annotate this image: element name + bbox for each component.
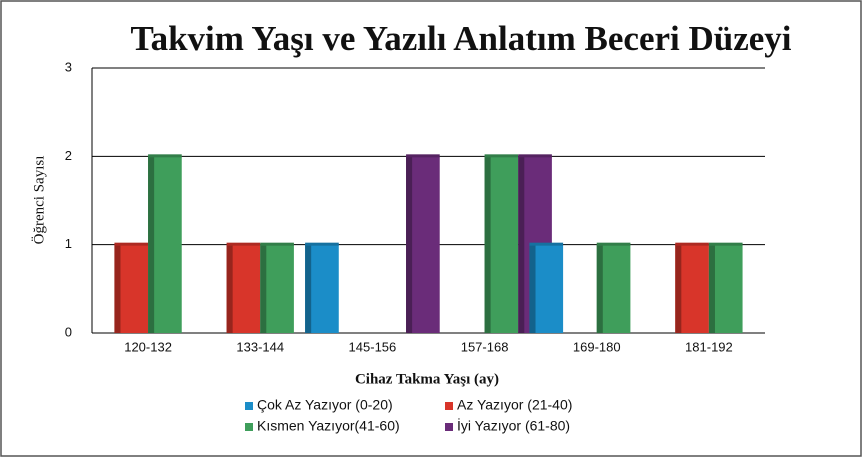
bar-top xyxy=(529,242,564,246)
bar-top xyxy=(114,242,149,246)
bar-side xyxy=(148,156,155,333)
y-axis-label: Öğrenci Sayısı xyxy=(30,156,47,245)
bar xyxy=(114,242,149,333)
bar xyxy=(529,242,564,333)
x-tick-label: 169-180 xyxy=(573,339,621,354)
bar-side xyxy=(226,244,233,333)
legend: Çok Az Yazıyor (0-20) Az Yazıyor (21-40) K… xyxy=(245,397,572,434)
bar xyxy=(305,242,339,333)
bar-top xyxy=(305,242,339,246)
bar xyxy=(596,242,631,333)
bar xyxy=(226,242,261,333)
bar-side xyxy=(406,156,413,333)
bar-side xyxy=(529,244,536,333)
bar xyxy=(406,154,440,333)
bar-side xyxy=(114,244,121,333)
bar-top xyxy=(518,154,552,158)
bar-side xyxy=(596,244,603,333)
bar-top xyxy=(226,242,261,246)
y-tick-label: 3 xyxy=(65,59,72,74)
bar xyxy=(708,242,743,333)
y-tick-label: 2 xyxy=(65,148,72,163)
bar xyxy=(484,154,519,333)
bar-top xyxy=(675,242,709,246)
x-tick-label: 157-168 xyxy=(461,339,509,354)
x-tick-label: 145-156 xyxy=(349,339,397,354)
bar-top xyxy=(484,154,519,158)
x-axis-label: Cihaz Takma Yaşı (ay) xyxy=(355,371,499,387)
bar-top xyxy=(148,154,182,158)
legend-swatch xyxy=(245,402,253,410)
x-tick-label: 181-192 xyxy=(685,339,733,354)
legend-swatch xyxy=(445,402,453,410)
bar-side xyxy=(518,156,525,333)
bar-side xyxy=(305,244,312,333)
bar xyxy=(675,242,709,333)
bar-side xyxy=(708,244,715,333)
bar-top xyxy=(596,242,631,246)
legend-label: Kısmen Yazıyor(41-60) xyxy=(257,418,400,434)
y-tick-label: 1 xyxy=(65,236,72,251)
bar xyxy=(148,154,182,333)
legend-swatch xyxy=(445,423,453,431)
bar-top xyxy=(260,242,294,246)
legend-label: İyi Yazıyor (61-80) xyxy=(457,417,570,434)
legend-swatch xyxy=(245,423,253,431)
bar-top xyxy=(406,154,440,158)
legend-label: Az Yazıyor (21-40) xyxy=(457,397,572,413)
legend-label: Çok Az Yazıyor (0-20) xyxy=(257,397,393,413)
chart-title: Takvim Yaşı ve Yazılı Anlatım Beceri Düz… xyxy=(130,19,791,58)
bar-side xyxy=(260,244,267,333)
x-tick-label: 120-132 xyxy=(124,339,172,354)
bar-side xyxy=(675,244,682,333)
bar-side xyxy=(484,156,491,333)
x-tick-label: 133-144 xyxy=(236,339,284,354)
y-tick-label: 0 xyxy=(65,324,72,339)
bar-top xyxy=(708,242,743,246)
bar xyxy=(260,242,294,333)
